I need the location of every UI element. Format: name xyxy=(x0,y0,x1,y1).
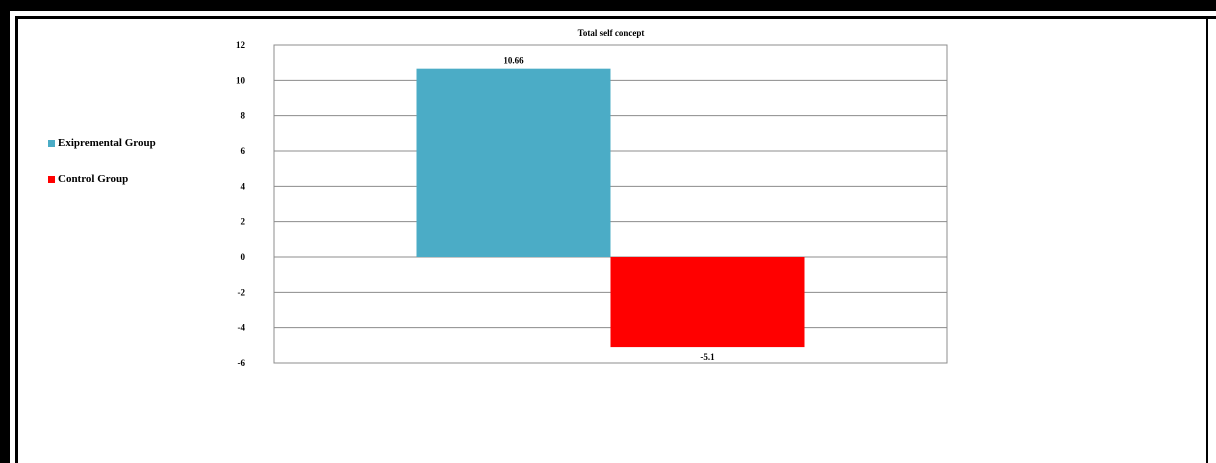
chart-title: Total self concept xyxy=(578,28,645,38)
bar-exipremental-group xyxy=(416,68,611,257)
y-tick-label: 0 xyxy=(241,252,246,262)
y-tick-label: 10 xyxy=(236,75,246,85)
bar-control-group xyxy=(610,257,805,348)
y-tick-label: -6 xyxy=(238,358,246,368)
frame-inner-left-border xyxy=(15,16,18,463)
y-tick-label: -4 xyxy=(238,323,246,333)
legend-label-exipremental: Exipremental Group xyxy=(58,137,156,149)
data-label: -5.1 xyxy=(700,352,715,362)
chart-legend: Exipremental Group Control Group xyxy=(48,136,156,208)
frame-inner-top-border xyxy=(16,16,1216,19)
legend-item-control: Control Group xyxy=(48,172,156,186)
y-axis-ticks: 12 10 8 6 4 2 0 -2 -4 -6 xyxy=(236,40,246,368)
legend-swatch-control xyxy=(48,175,55,183)
chart-bars xyxy=(416,68,805,348)
frame-top-border xyxy=(0,0,1216,11)
y-tick-label: 2 xyxy=(241,217,246,227)
data-label: 10.66 xyxy=(503,56,524,66)
y-tick-label: 12 xyxy=(236,40,246,50)
frame-inner-right-border xyxy=(1206,16,1208,463)
data-labels: 10.66 -5.1 xyxy=(503,56,715,362)
legend-swatch-exipremental xyxy=(48,139,55,147)
y-tick-label: 4 xyxy=(241,181,246,191)
legend-item-exipremental: Exipremental Group xyxy=(48,136,156,150)
y-tick-label: 6 xyxy=(241,146,246,156)
plot-area-border xyxy=(273,44,948,364)
y-tick-label: 8 xyxy=(241,111,246,121)
y-tick-label: -2 xyxy=(238,287,246,297)
frame-left-border xyxy=(0,0,10,463)
legend-label-control: Control Group xyxy=(58,173,129,185)
